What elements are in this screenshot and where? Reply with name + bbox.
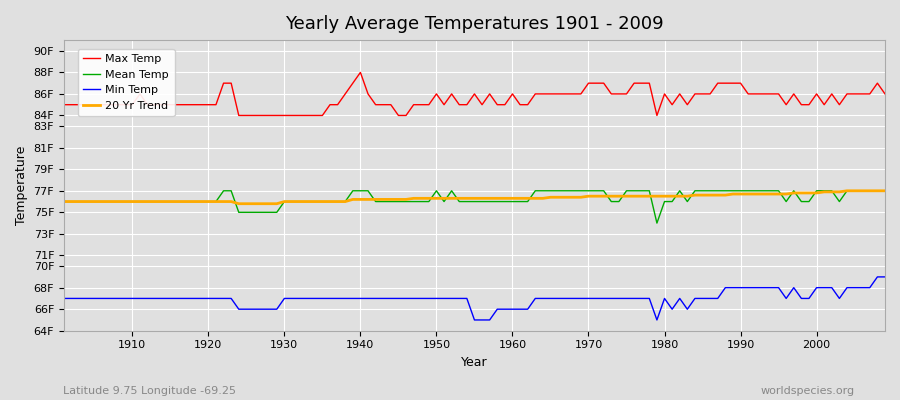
Mean Temp <box>606 199 616 204</box>
Min Temp <box>879 274 890 279</box>
20 Yr Trend <box>294 199 305 204</box>
20 Yr Trend <box>606 194 616 198</box>
20 Yr Trend <box>340 199 351 204</box>
Min Temp <box>332 296 343 301</box>
Max Temp <box>515 102 526 107</box>
20 Yr Trend <box>515 196 526 201</box>
Max Temp <box>614 92 625 96</box>
Max Temp <box>355 70 365 75</box>
Mean Temp <box>58 199 69 204</box>
Y-axis label: Temperature: Temperature <box>15 146 28 225</box>
Min Temp <box>872 274 883 279</box>
Text: Latitude 9.75 Longitude -69.25: Latitude 9.75 Longitude -69.25 <box>63 386 236 396</box>
Max Temp <box>879 92 890 96</box>
Mean Temp <box>652 221 662 226</box>
Max Temp <box>120 102 130 107</box>
Max Temp <box>58 102 69 107</box>
Min Temp <box>515 307 526 312</box>
Line: Mean Temp: Mean Temp <box>64 191 885 223</box>
20 Yr Trend <box>120 199 130 204</box>
Min Temp <box>606 296 616 301</box>
Legend: Max Temp, Mean Temp, Min Temp, 20 Yr Trend: Max Temp, Mean Temp, Min Temp, 20 Yr Tre… <box>77 48 175 116</box>
Mean Temp <box>120 199 130 204</box>
Mean Temp <box>218 188 229 193</box>
Min Temp <box>469 318 480 322</box>
Text: worldspecies.org: worldspecies.org <box>760 386 855 396</box>
Mean Temp <box>507 199 517 204</box>
Line: 20 Yr Trend: 20 Yr Trend <box>64 191 885 204</box>
Title: Yearly Average Temperatures 1901 - 2009: Yearly Average Temperatures 1901 - 2009 <box>285 15 664 33</box>
Max Temp <box>522 102 533 107</box>
Mean Temp <box>294 199 305 204</box>
20 Yr Trend <box>879 188 890 193</box>
20 Yr Trend <box>507 196 517 201</box>
Max Temp <box>294 113 305 118</box>
20 Yr Trend <box>842 188 852 193</box>
Mean Temp <box>515 199 526 204</box>
Max Temp <box>340 92 351 96</box>
Mean Temp <box>340 199 351 204</box>
Max Temp <box>233 113 244 118</box>
Min Temp <box>120 296 130 301</box>
Line: Max Temp: Max Temp <box>64 72 885 116</box>
Min Temp <box>507 307 517 312</box>
X-axis label: Year: Year <box>461 356 488 369</box>
20 Yr Trend <box>233 201 244 206</box>
20 Yr Trend <box>58 199 69 204</box>
Min Temp <box>286 296 297 301</box>
Mean Temp <box>879 188 890 193</box>
Line: Min Temp: Min Temp <box>64 277 885 320</box>
Min Temp <box>58 296 69 301</box>
